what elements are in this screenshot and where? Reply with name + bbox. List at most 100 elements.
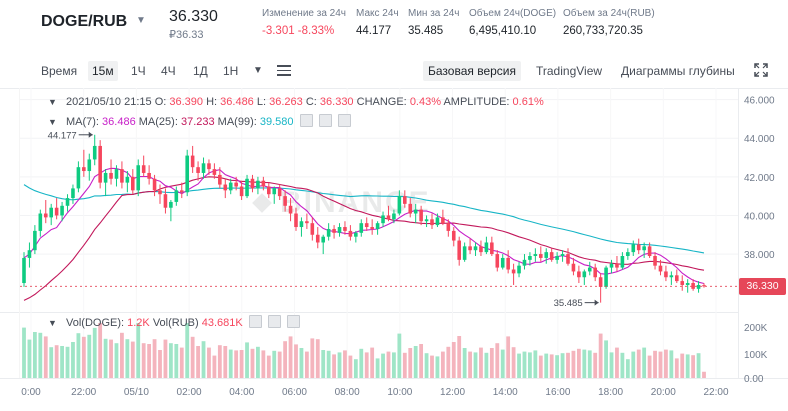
stat-volume-rub: Объем за 24ч(RUB) 260,733,720.35 [563, 8, 655, 37]
low-arrowhead [594, 299, 599, 306]
candle-body [669, 275, 674, 278]
volume-bar [103, 338, 108, 378]
candle-body [495, 254, 500, 268]
candle-body [533, 254, 538, 256]
time-axis-label: 05/10 [124, 387, 149, 398]
volume-bar [87, 334, 92, 378]
candle-body [22, 257, 26, 284]
candle-body [631, 244, 636, 253]
stat-label: Изменение за 24ч [262, 8, 346, 19]
price-axis-label: 42.000 [744, 173, 775, 184]
candle-body [158, 190, 162, 195]
eye-icon[interactable] [248, 315, 262, 328]
chevron-down-icon[interactable]: ▼ [253, 65, 263, 76]
volume-bar [620, 352, 625, 378]
candle-body [125, 176, 130, 183]
change-label: CHANGE: [356, 96, 407, 108]
candle-body [680, 281, 685, 285]
expand-icon[interactable] [754, 63, 768, 77]
candlestick-chart[interactable]: BINANCE 46.00044.00042.00040.00038.0000:… [0, 88, 788, 411]
candle-body [294, 213, 298, 228]
settings-icon[interactable] [267, 315, 281, 328]
time-axis-label: 20:00 [651, 387, 676, 398]
volume-bar [288, 336, 293, 378]
volume-bar [190, 336, 195, 378]
volume-bar [517, 353, 521, 378]
volume-bar [408, 348, 413, 378]
candle-body [147, 172, 151, 179]
eye-icon[interactable] [299, 114, 313, 127]
candle-body [27, 250, 32, 258]
interval-15m[interactable]: 15м [88, 61, 118, 81]
candle-body [315, 234, 320, 243]
chevron-down-icon[interactable]: ▼ [48, 97, 57, 107]
close-icon[interactable] [337, 114, 351, 127]
stat-high-24h: Макс 24ч 44.177 [356, 8, 399, 37]
volume-bar [457, 336, 462, 378]
candle-body [190, 155, 195, 168]
high-arrowhead [88, 131, 93, 138]
volume-bar [337, 352, 342, 378]
candle-body [506, 257, 510, 270]
view-tradingview[interactable]: TradingView [536, 64, 603, 78]
time-label[interactable]: Время [41, 64, 78, 78]
ma25-label: MA(25): [138, 116, 178, 128]
interval-1d[interactable]: 1Д [193, 64, 208, 78]
volume-bar [43, 336, 48, 378]
candle-body [691, 283, 695, 289]
chevron-down-icon[interactable]: ▼ [48, 318, 57, 328]
volume-bar [479, 347, 483, 378]
candle-body [179, 190, 184, 193]
chevron-down-icon[interactable]: ▼ [48, 117, 57, 127]
stat-value: 35.485 [408, 25, 444, 37]
candle-body [196, 167, 200, 173]
volume-bar [413, 346, 418, 378]
candle-date: 2021/05/10 21:15 [65, 96, 152, 108]
volume-bar [446, 346, 451, 378]
pair-selector[interactable]: DOGE/RUB [41, 13, 128, 30]
candle-body [261, 180, 266, 187]
volume-bar [359, 348, 364, 378]
candle-body [441, 217, 445, 224]
candle-body [544, 252, 549, 258]
close-icon[interactable] [286, 315, 300, 328]
volume-bar [674, 358, 679, 378]
volume-bar [424, 353, 429, 378]
stat-label: Макс 24ч [356, 8, 399, 19]
candle-body [49, 207, 53, 218]
candle-body [397, 196, 402, 214]
settings-icon[interactable] [318, 114, 332, 127]
last-price: 36.330 [169, 8, 218, 25]
volume-bar [370, 347, 375, 378]
volume-bar [647, 355, 652, 378]
candle-body [587, 267, 592, 272]
volume-bar [664, 349, 668, 378]
candle-body [626, 252, 630, 256]
volume-bar [528, 352, 532, 378]
candle-body [560, 254, 565, 256]
view-depth-chart[interactable]: Диаграммы глубины [621, 64, 735, 78]
stat-change-24h: Изменение за 24ч -3.301 -8.33% [262, 8, 346, 37]
interval-4h[interactable]: 4Ч [161, 64, 176, 78]
close-value: 36.330 [319, 96, 354, 108]
price-axis-label: 46.000 [744, 96, 775, 107]
volume-bar [304, 351, 309, 378]
view-basic[interactable]: Базовая версия [423, 61, 521, 81]
interval-1w[interactable]: 1Н [223, 64, 239, 78]
settings-sliders-icon[interactable] [277, 65, 291, 77]
volume-bar [256, 346, 260, 378]
low-value: 36.263 [269, 96, 303, 108]
volume-bar [685, 354, 690, 378]
candle-body [500, 257, 505, 268]
chevron-down-icon[interactable]: ▼ [136, 15, 146, 26]
candle-body [364, 223, 369, 228]
volume-bar [511, 347, 516, 378]
candle-body [60, 205, 64, 216]
volume-bar [576, 348, 581, 378]
candle-body [103, 172, 108, 183]
ticker-header: DOGE/RUB ▼ 36.330 ₽36.33 Изменение за 24… [0, 0, 788, 50]
candle-body [593, 267, 597, 278]
candle-body [343, 227, 347, 231]
interval-1h[interactable]: 1Ч [131, 64, 146, 78]
candle-body [256, 180, 260, 189]
